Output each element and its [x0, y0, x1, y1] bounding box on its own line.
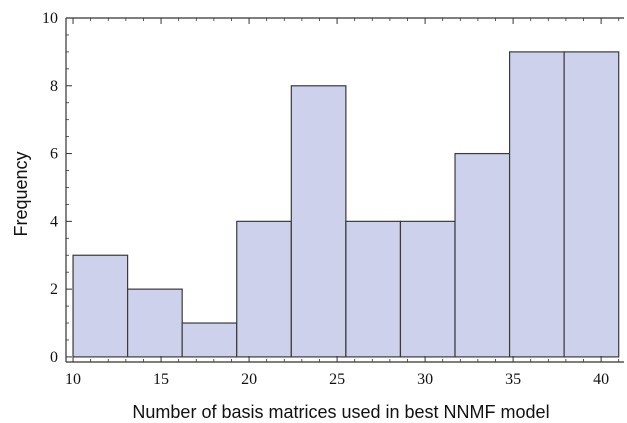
- x-axis-label: Number of basis matrices used in best NN…: [132, 402, 549, 422]
- x-tick-label: 10: [65, 371, 81, 388]
- histogram-bar-8: [454, 152, 511, 358]
- histogram-bar-10: [563, 51, 620, 358]
- histogram-bars: [72, 51, 620, 358]
- x-tick-label: 20: [241, 371, 257, 388]
- histogram-bar-1: [72, 254, 129, 358]
- x-tick-label: 15: [153, 371, 169, 388]
- histogram-bar-3: [181, 322, 238, 358]
- y-tick-label: 10: [42, 10, 58, 27]
- y-tick-label: 2: [50, 281, 58, 298]
- histogram-bar-6: [345, 220, 402, 358]
- x-tick-label: 25: [329, 371, 345, 388]
- x-tick-label: 35: [505, 371, 521, 388]
- x-tick-label: 40: [593, 371, 609, 388]
- x-axis-ticks: 10 15 20 25 30 35 40: [65, 18, 620, 388]
- histogram-bar-2: [127, 288, 183, 358]
- x-tick-label: 30: [417, 371, 433, 388]
- y-axis-ticks: 0 2 4 6 8 10: [42, 10, 72, 366]
- histogram-bar-7: [399, 220, 456, 358]
- histogram-bar-4: [236, 220, 292, 358]
- y-tick-label: 8: [50, 78, 58, 95]
- histogram-bar-5: [290, 85, 347, 358]
- y-tick-label: 0: [50, 349, 58, 366]
- y-tick-label: 6: [50, 146, 58, 163]
- histogram-bar-9: [508, 51, 565, 358]
- y-tick-label: 4: [50, 213, 58, 230]
- y-axis-label: Frequency: [11, 151, 31, 236]
